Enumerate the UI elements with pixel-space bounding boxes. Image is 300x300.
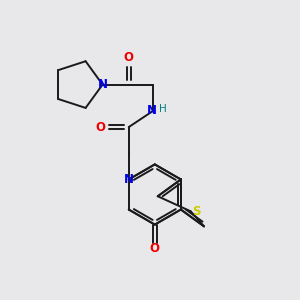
Text: O: O: [95, 121, 105, 134]
Text: H: H: [159, 104, 167, 114]
Text: S: S: [192, 206, 201, 218]
Text: O: O: [124, 51, 134, 64]
Text: N: N: [98, 78, 108, 91]
Text: N: N: [124, 173, 134, 186]
Text: N: N: [147, 104, 157, 117]
Text: O: O: [150, 242, 160, 255]
